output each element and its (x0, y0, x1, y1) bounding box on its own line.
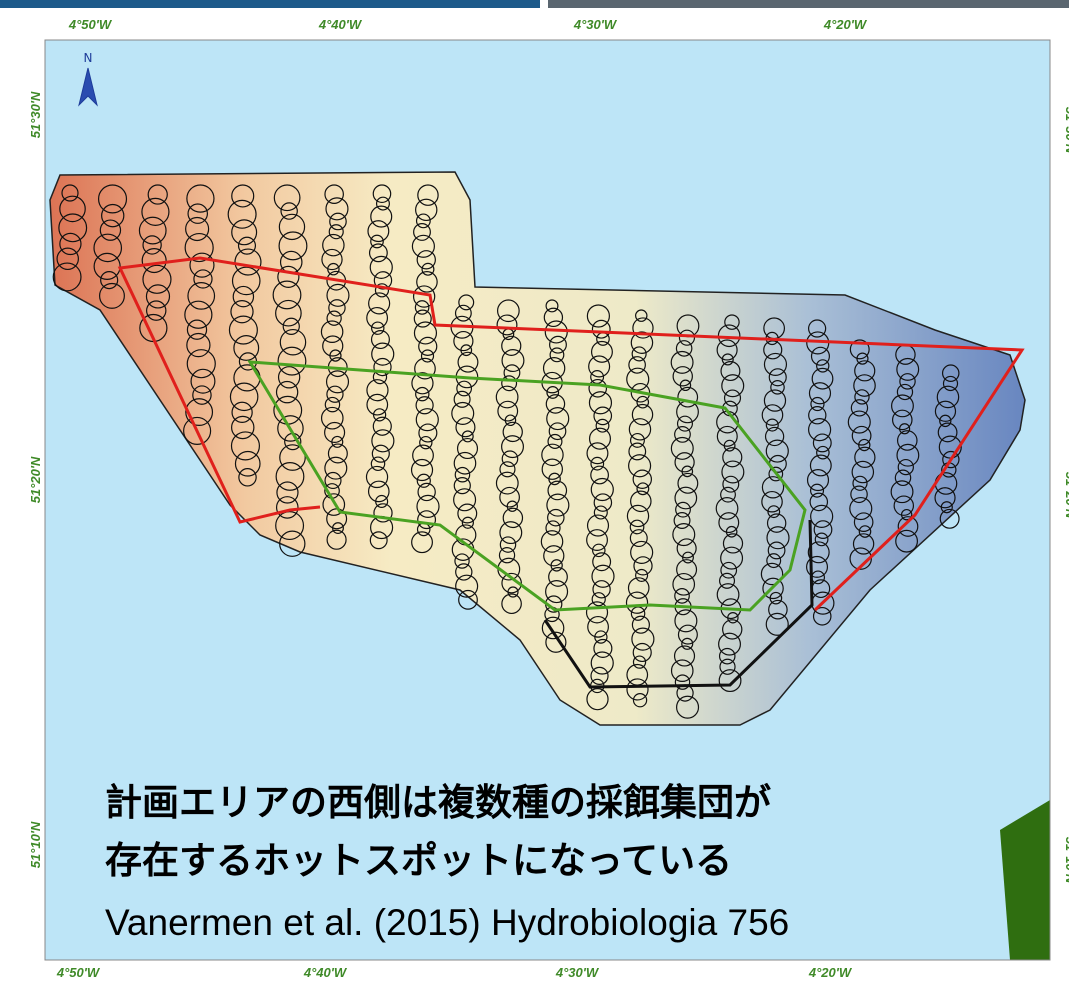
top-strip (0, 0, 540, 8)
bottom-axis-label: 4°30'W (555, 965, 600, 980)
north-label: N (84, 51, 93, 65)
top-axis-label: 4°30'W (573, 17, 618, 32)
left-axis-label: 51°30'N (28, 91, 43, 138)
bottom-axis-label: 4°50'W (56, 965, 101, 980)
right-axis-label: 51°10'N (1063, 837, 1069, 884)
left-axis-label: 51°10'N (28, 821, 43, 868)
top-axis-label: 4°20'W (823, 17, 868, 32)
citation: Vanermen et al. (2015) Hydrobiologia 756 (105, 902, 789, 943)
caption-line: 計画エリアの西側は複数種の採餌集団が (105, 781, 771, 824)
bottom-axis-label: 4°40'W (303, 965, 348, 980)
top-strip (548, 0, 1069, 8)
right-axis-label: 51°30'N (1063, 107, 1069, 154)
page: {"map": { "north_label": "N", "top_axis"… (0, 0, 1069, 984)
top-axis-label: 4°40'W (318, 17, 363, 32)
right-axis-label: 51°20'N (1063, 472, 1069, 519)
left-axis-label: 51°20'N (28, 456, 43, 503)
map-figure: N 4°50'W 4°40'W 4°30'W 4°20'W 4°50'W 4°40'W 4°… (0, 0, 1069, 984)
top-axis-label: 4°50'W (68, 17, 113, 32)
caption-line: 存在するホットスポットになっている (105, 839, 732, 882)
bottom-axis-label: 4°20'W (808, 965, 853, 980)
